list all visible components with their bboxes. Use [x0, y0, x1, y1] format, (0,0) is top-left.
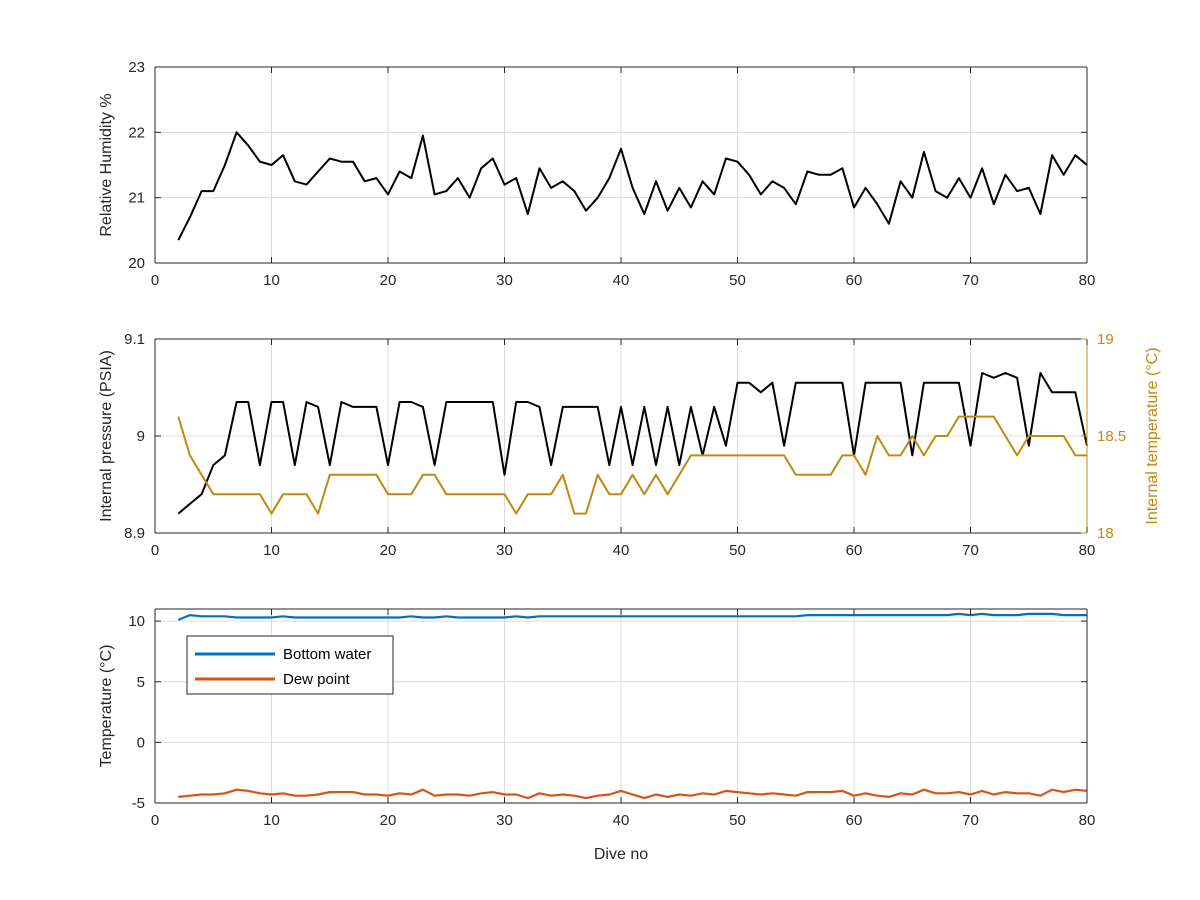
y-tick-label: 8.9 — [124, 525, 145, 542]
legend-label: Dew point — [283, 671, 351, 688]
x-tick-label: 60 — [846, 542, 863, 559]
x-tick-label: 50 — [729, 812, 746, 829]
legend-box — [186, 635, 394, 695]
y-tick-label: -5 — [132, 795, 145, 812]
x-tick-label: 0 — [151, 542, 159, 559]
x-tick-label: 20 — [380, 812, 397, 829]
y-tick-label: 9.1 — [124, 331, 145, 348]
series-line-pressure-0 — [177, 372, 1088, 515]
x-tick-label: 50 — [729, 542, 746, 559]
x-tick-label: 40 — [613, 272, 630, 289]
y-tick-label: 21 — [128, 190, 145, 207]
y-tick-label: 0 — [137, 734, 145, 751]
x-tick-label: 20 — [380, 272, 397, 289]
legend: Bottom water Dew point — [186, 635, 394, 695]
panel-pressure: 0 10 20 30 40 50 60 70 80 8.9 9 9.1 18 18.5 19 Internal… — [98, 331, 1161, 559]
x-tick-label: 0 — [151, 272, 159, 289]
x-tick-label: 80 — [1079, 542, 1096, 559]
x-tick-label: 70 — [962, 812, 979, 829]
panel-humidity: 0 10 20 30 40 50 60 70 80 20 21 22 23 Relative Humidi… — [98, 59, 1095, 289]
y-tick-label: 5 — [137, 674, 145, 691]
x-axis-label: Dive no — [594, 846, 648, 863]
legend-label: Bottom water — [283, 646, 371, 663]
x-tick-label: 10 — [263, 812, 280, 829]
x-tick-label: 70 — [962, 542, 979, 559]
x-tick-label: 30 — [496, 542, 513, 559]
x-tick-label: 80 — [1079, 812, 1096, 829]
series-line-pressure-1 — [177, 415, 1087, 515]
y-tick-label: 22 — [128, 124, 145, 141]
y-axis-label: Relative Humidity % — [98, 93, 115, 236]
series-line-humidity-0 — [177, 131, 1088, 241]
x-tick-label: 50 — [729, 272, 746, 289]
x-tick-label: 60 — [846, 272, 863, 289]
series-line-bottom-water — [177, 612, 1087, 621]
series-line-dew-point — [178, 788, 1088, 800]
x-tick-label: 40 — [613, 812, 630, 829]
x-tick-label: 30 — [496, 812, 513, 829]
y-tick-label: 9 — [137, 428, 145, 445]
x-tick-label: 0 — [151, 812, 159, 829]
x-tick-label: 80 — [1079, 272, 1096, 289]
y-tick-label: 10 — [128, 613, 145, 630]
panel-temperature: 0 10 20 30 40 50 60 70 80 -5 0 5 10 Temperature (°C) D… — [98, 608, 1096, 863]
y-tick-label: 23 — [128, 59, 145, 76]
y2-axis-label: Internal temperature (°C) — [1144, 347, 1161, 524]
y2-tick-label: 19 — [1097, 331, 1114, 348]
x-tick-label: 10 — [263, 542, 280, 559]
y2-tick-label: 18 — [1097, 525, 1114, 542]
x-tick-label: 10 — [263, 272, 280, 289]
x-tick-label: 20 — [380, 542, 397, 559]
y-axis-label: Internal pressure (PSIA) — [98, 350, 115, 522]
y-tick-label: 20 — [128, 255, 145, 272]
x-tick-label: 30 — [496, 272, 513, 289]
y2-tick-label: 18.5 — [1097, 428, 1126, 445]
x-tick-label: 70 — [962, 272, 979, 289]
x-tick-label: 40 — [613, 542, 630, 559]
x-tick-label: 60 — [846, 812, 863, 829]
y-axis-label: Temperature (°C) — [98, 645, 115, 768]
